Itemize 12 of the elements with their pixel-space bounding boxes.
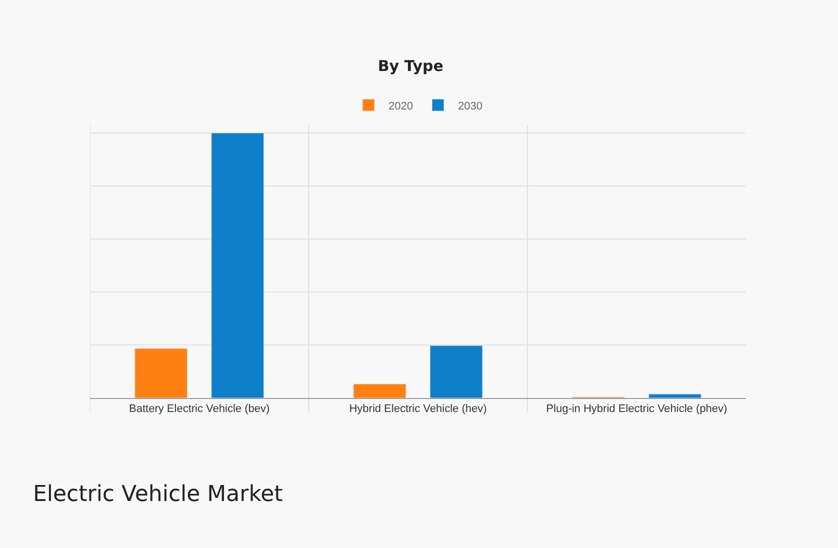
text: Electric Vehicle Market — [33, 482, 284, 507]
chart-title: By Type — [378, 56, 444, 75]
bar — [648, 394, 702, 398]
legend-label: 2020 — [388, 100, 413, 112]
bar — [134, 348, 188, 398]
legend-label: 2030 — [458, 100, 482, 112]
x-tick-label: Battery Electric Vehicle (bev) — [129, 403, 270, 416]
bar — [353, 384, 406, 398]
bar — [211, 132, 264, 398]
x-tick-label: Plug-in Hybrid Electric Vehicle (phev) — [546, 403, 728, 416]
x-tick-label: Hybrid Electric Vehicle (hev) — [349, 403, 487, 416]
bar — [430, 345, 483, 398]
